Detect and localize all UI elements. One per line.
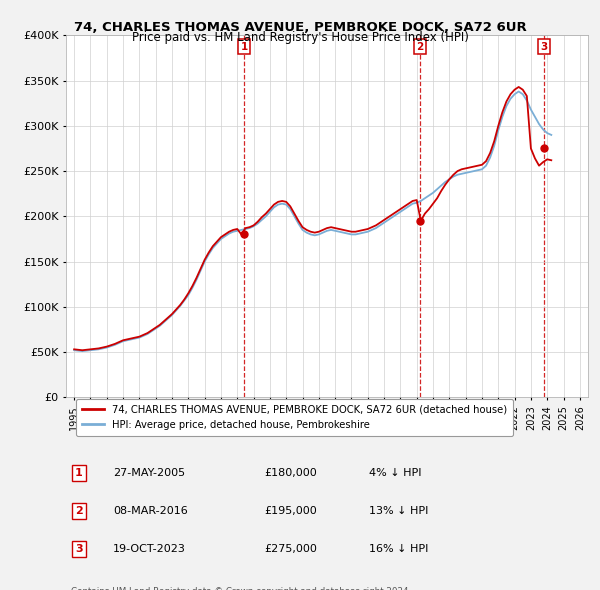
Text: 1: 1 <box>75 468 83 478</box>
Text: 1: 1 <box>241 42 248 52</box>
Text: 13% ↓ HPI: 13% ↓ HPI <box>369 506 428 516</box>
Legend: 74, CHARLES THOMAS AVENUE, PEMBROKE DOCK, SA72 6UR (detached house), HPI: Averag: 74, CHARLES THOMAS AVENUE, PEMBROKE DOCK… <box>76 399 514 435</box>
Text: 08-MAR-2016: 08-MAR-2016 <box>113 506 188 516</box>
Text: £275,000: £275,000 <box>265 544 317 554</box>
Text: 3: 3 <box>75 544 83 554</box>
Text: 2: 2 <box>75 506 83 516</box>
Text: 16% ↓ HPI: 16% ↓ HPI <box>369 544 428 554</box>
Text: 3: 3 <box>541 42 548 52</box>
Text: £195,000: £195,000 <box>265 506 317 516</box>
Text: 74, CHARLES THOMAS AVENUE, PEMBROKE DOCK, SA72 6UR: 74, CHARLES THOMAS AVENUE, PEMBROKE DOCK… <box>74 21 526 34</box>
Text: 4% ↓ HPI: 4% ↓ HPI <box>369 468 421 478</box>
Text: £180,000: £180,000 <box>265 468 317 478</box>
Text: 19-OCT-2023: 19-OCT-2023 <box>113 544 186 554</box>
Text: 27-MAY-2005: 27-MAY-2005 <box>113 468 185 478</box>
Text: Price paid vs. HM Land Registry's House Price Index (HPI): Price paid vs. HM Land Registry's House … <box>131 31 469 44</box>
Text: Contains HM Land Registry data © Crown copyright and database right 2024.
This d: Contains HM Land Registry data © Crown c… <box>71 587 412 590</box>
Text: 2: 2 <box>416 42 424 52</box>
